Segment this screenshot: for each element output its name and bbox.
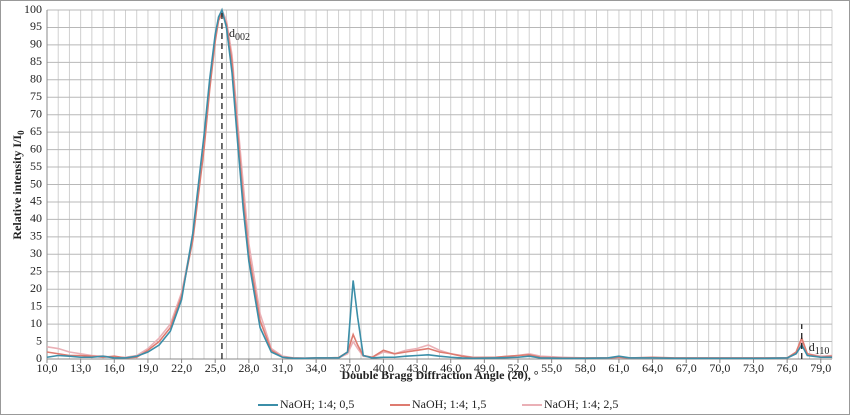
- x-tick-label: 49,0: [474, 361, 495, 375]
- y-tick-label: 15: [30, 298, 42, 312]
- x-tick-label: 25,0: [205, 361, 226, 375]
- y-tick-label: 45: [30, 194, 42, 208]
- annotation: d110: [809, 340, 830, 358]
- x-tick-label: 64,0: [642, 361, 663, 375]
- x-tick-label: 73,0: [743, 361, 764, 375]
- x-axis-label: Double Bragg Diffraction Angle (2θ), °: [341, 368, 538, 382]
- x-tick-label: 13,0: [70, 361, 91, 375]
- y-tick-label: 30: [30, 246, 42, 260]
- y-tick-label: 35: [30, 229, 42, 243]
- y-tick-label: 55: [30, 159, 42, 173]
- y-tick-label: 65: [30, 124, 42, 138]
- y-tick-label: 70: [30, 106, 42, 120]
- series-line: [46, 7, 832, 360]
- legend-label: NaOH; 1:4; 2,5: [544, 397, 618, 411]
- y-tick-label: 20: [30, 281, 42, 295]
- annotation-sub: 002: [235, 32, 250, 43]
- x-tick-label: 79,0: [810, 361, 831, 375]
- x-tick-label: 67,0: [676, 361, 697, 375]
- y-tick-label: 95: [30, 19, 42, 33]
- x-tick-label: 31,0: [272, 361, 293, 375]
- y-axis-label: Relative intensity I/I0: [10, 130, 26, 240]
- x-tick-label: 16,0: [104, 361, 125, 375]
- y-tick-label: 10: [30, 316, 42, 330]
- x-tick-label: 43,0: [407, 361, 428, 375]
- annotation-label: d: [229, 26, 235, 40]
- y-tick-label: 50: [30, 176, 42, 190]
- legend-label: NaOH; 1:4; 0,5: [280, 397, 354, 411]
- x-tick-label: 10,0: [37, 361, 58, 375]
- y-tick-label: 25: [30, 264, 42, 278]
- x-tick-label: 19,0: [137, 361, 158, 375]
- x-tick-label: 28,0: [238, 361, 259, 375]
- y-tick-label: 0: [36, 351, 42, 365]
- y-tick-label: 5: [36, 333, 42, 347]
- annotation: d002: [229, 26, 250, 44]
- y-tick-label: 60: [30, 141, 42, 155]
- legend-label: NaOH; 1:4; 1,5: [412, 397, 486, 411]
- x-tick-label: 55,0: [541, 361, 562, 375]
- y-tick-label: 100: [24, 2, 42, 16]
- y-tick-label: 85: [30, 54, 42, 68]
- x-tick-label: 70,0: [709, 361, 730, 375]
- x-tick-label: 34,0: [306, 361, 327, 375]
- x-tick-label: 22,0: [171, 361, 192, 375]
- y-tick-label: 40: [30, 211, 42, 225]
- x-tick-label: 37,0: [339, 361, 360, 375]
- x-tick-label: 52,0: [508, 361, 529, 375]
- y-axis-label-main: Relative intensity I/I: [10, 135, 24, 240]
- x-tick-label: 76,0: [777, 361, 798, 375]
- x-tick-label: 46,0: [440, 361, 461, 375]
- annotation-sub: 110: [815, 346, 830, 357]
- x-tick-label: 61,0: [608, 361, 629, 375]
- y-axis-label-sub: 0: [16, 130, 26, 135]
- y-tick-label: 90: [30, 37, 42, 51]
- x-tick-label: 58,0: [575, 361, 596, 375]
- x-tick-label: 40,0: [373, 361, 394, 375]
- annotation-label: d: [809, 340, 815, 354]
- y-tick-label: 80: [30, 72, 42, 86]
- y-tick-label: 75: [30, 89, 42, 103]
